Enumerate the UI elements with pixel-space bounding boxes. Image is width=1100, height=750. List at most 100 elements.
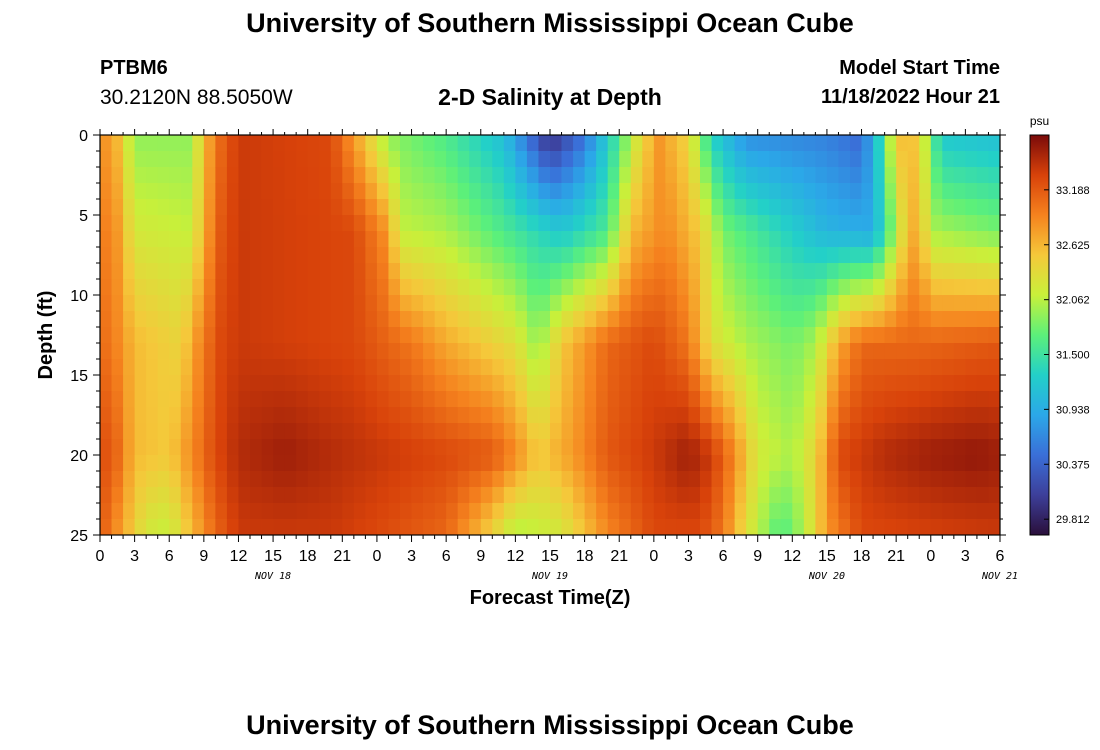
heatmap-cell [630, 423, 643, 440]
heatmap-cell [573, 327, 586, 344]
x-tick-label: 9 [753, 548, 762, 565]
heatmap-cell [146, 487, 159, 504]
heatmap-cell [365, 151, 378, 168]
heatmap-cell [550, 135, 562, 152]
heatmap-cell [238, 343, 251, 360]
heatmap-cell [538, 471, 551, 488]
heatmap-cell [723, 423, 736, 440]
heatmap-cell [642, 167, 655, 184]
heatmap-cell [480, 263, 493, 280]
heatmap-cell [734, 279, 747, 296]
heatmap-cell [757, 311, 770, 328]
heatmap-cell [584, 423, 597, 440]
heatmap-cell [169, 439, 182, 456]
heatmap-cell [296, 327, 309, 344]
x-tick-label: 21 [610, 548, 628, 565]
heatmap-cell [388, 247, 401, 264]
heatmap-cell [423, 407, 436, 424]
heatmap-cell [111, 311, 124, 328]
heatmap-cell [446, 279, 459, 296]
heatmap-cell [780, 231, 793, 248]
heatmap-cell [446, 327, 459, 344]
heatmap-cell [780, 375, 793, 392]
heatmap-cell [861, 343, 874, 360]
heatmap-cell [192, 391, 205, 408]
heatmap-cell [815, 247, 828, 264]
heatmap-cell [192, 231, 205, 248]
heatmap-cell [907, 199, 920, 216]
heatmap-cell [261, 471, 274, 488]
heatmap-cell [538, 487, 551, 504]
heatmap-cell [907, 183, 920, 200]
heatmap-cell [896, 167, 909, 184]
heatmap-cell [711, 167, 724, 184]
heatmap-cell [261, 487, 274, 504]
heatmap-cell [342, 135, 355, 152]
heatmap-cell [769, 183, 782, 200]
heatmap-cell [307, 519, 320, 536]
heatmap-cell [376, 343, 389, 360]
heatmap-cell [261, 519, 274, 536]
heatmap-cell [238, 183, 251, 200]
heatmap-cell [480, 359, 493, 376]
heatmap-cell [826, 503, 839, 520]
heatmap-cell [919, 343, 932, 360]
heatmap-cell [884, 199, 897, 216]
heatmap-cell [319, 343, 332, 360]
heatmap-cell [492, 519, 505, 536]
heatmap-cell [780, 215, 793, 232]
heatmap-cell [884, 423, 897, 440]
heatmap-cell [284, 359, 297, 376]
heatmap-cell [423, 439, 436, 456]
heatmap-cell [976, 359, 989, 376]
heatmap-cell [146, 263, 159, 280]
heatmap-cell [653, 295, 666, 312]
heatmap-cell [353, 295, 366, 312]
heatmap-cell [457, 311, 470, 328]
heatmap-cell [342, 519, 355, 536]
heatmap-cell [734, 359, 747, 376]
heatmap-cell [307, 151, 320, 168]
heatmap-cell [826, 487, 839, 504]
heatmap-cell [157, 359, 170, 376]
heatmap-cell [134, 167, 147, 184]
heatmap-cell [411, 295, 424, 312]
heatmap-cell [307, 471, 320, 488]
heatmap-cell [492, 135, 505, 152]
heatmap-cell [630, 343, 643, 360]
heatmap-cell [976, 247, 989, 264]
heatmap-cell [146, 519, 159, 536]
heatmap-cell [215, 471, 228, 488]
heatmap-cell [111, 167, 124, 184]
heatmap-cell [711, 439, 724, 456]
heatmap-cell [573, 215, 586, 232]
heatmap-cell [111, 407, 124, 424]
heatmap-cell [965, 215, 978, 232]
heatmap-cell [676, 167, 689, 184]
heatmap-cell [376, 199, 389, 216]
heatmap-cell [642, 439, 655, 456]
heatmap-cell [619, 215, 632, 232]
heatmap-cell [134, 295, 147, 312]
heatmap-cell [273, 167, 286, 184]
heatmap-cell [365, 455, 378, 472]
heatmap-cell [469, 247, 482, 264]
heatmap-cell [907, 215, 920, 232]
heatmap-cell [423, 231, 436, 248]
heatmap-cell [942, 231, 955, 248]
heatmap-cell [526, 359, 539, 376]
heatmap-cell [250, 407, 262, 424]
heatmap-cell [342, 263, 355, 280]
heatmap-cell [469, 343, 482, 360]
heatmap-cell [307, 247, 320, 264]
heatmap-cell [330, 439, 343, 456]
heatmap-cell [711, 263, 724, 280]
heatmap-cell [353, 279, 366, 296]
heatmap-cell [538, 135, 551, 152]
heatmap-cell [400, 519, 412, 536]
heatmap-cell [376, 247, 389, 264]
heatmap-cell [665, 151, 678, 168]
heatmap-cell [365, 375, 378, 392]
heatmap-cell [365, 311, 378, 328]
heatmap-cell [423, 183, 436, 200]
